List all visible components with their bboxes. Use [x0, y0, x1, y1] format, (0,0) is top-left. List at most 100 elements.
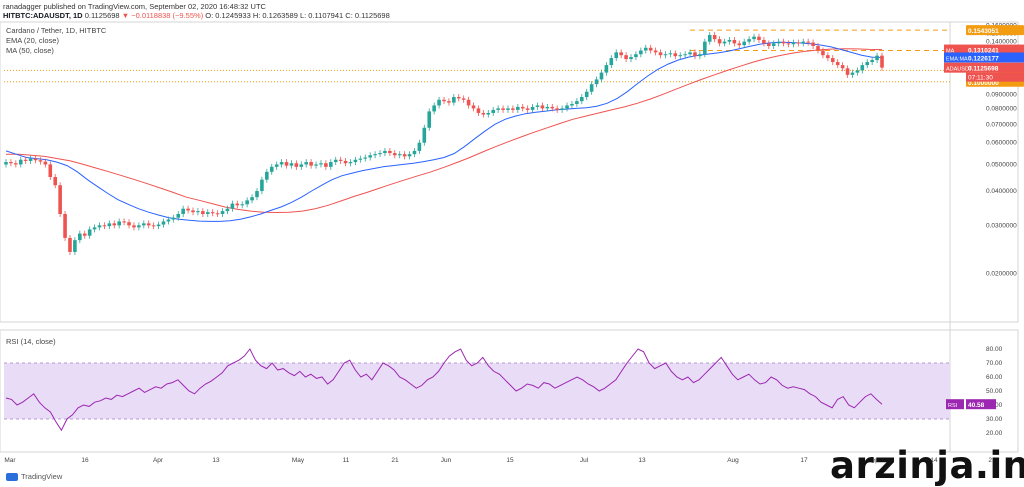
candle-body [18, 159, 23, 165]
candle-body [511, 108, 515, 110]
candle-body [791, 42, 796, 45]
candle-body [343, 160, 348, 164]
candle-body [117, 221, 121, 226]
ema-legend[interactable]: EMA (20, close) [6, 36, 59, 45]
rsi-value-label: 40.58 [968, 402, 985, 409]
candle-body [639, 50, 643, 55]
x-tick-label: 16 [81, 457, 89, 464]
candle-body [309, 162, 313, 166]
candle-body [102, 225, 107, 227]
candle-body [166, 219, 171, 222]
candle-body [137, 225, 141, 228]
candle-body [230, 203, 235, 209]
candle-body [752, 36, 756, 40]
candle-body [466, 99, 471, 106]
ma-legend[interactable]: MA (50, close) [6, 46, 54, 55]
candle-body [609, 58, 614, 66]
candle-body [68, 237, 72, 252]
rsi-tick-label: 70.00 [986, 360, 1003, 367]
ohlc-values: O: 0.1245933 H: 0.1263589 L: 0.1107941 C… [205, 11, 390, 20]
chart-legend-title[interactable]: Cardano / Tether, 1D, HITBTC [6, 26, 107, 35]
candle-body [683, 54, 687, 56]
x-tick-label: 11 [343, 457, 350, 464]
candle-body [565, 105, 569, 109]
symbol-name[interactable]: HITBTC:ADAUSDT, 1D [3, 11, 83, 20]
candle-body [38, 160, 43, 162]
last-price: 0.1125698 [84, 11, 120, 20]
candle-body [658, 52, 663, 56]
candle-body [880, 55, 884, 68]
rsi-legend[interactable]: RSI (14, close) [6, 337, 56, 346]
candle-body [806, 41, 810, 43]
candle-body [786, 43, 791, 45]
candle-body [594, 79, 599, 85]
rsi-band [4, 363, 950, 419]
countdown-value: 07:11:30 [968, 75, 993, 82]
candle-body [289, 163, 294, 166]
candle-body [235, 203, 240, 206]
candle-body [329, 162, 333, 167]
candle-body [92, 227, 97, 230]
rsi-tick-label: 50.00 [986, 388, 1003, 395]
candle-body [279, 162, 284, 165]
candle-body [215, 213, 220, 215]
candle-body [225, 208, 230, 212]
x-tick-label: May [292, 457, 305, 464]
tradingview-footer[interactable]: TradingView [6, 472, 62, 481]
candle-body [698, 54, 702, 57]
x-tick-label: Jul [580, 457, 589, 464]
candle-body [525, 108, 530, 110]
rsi-value-bg [966, 399, 996, 410]
candle-body [63, 213, 67, 238]
candle-body [835, 62, 840, 66]
candle-body [629, 57, 633, 60]
rsi-tick-label: 30.00 [986, 416, 1003, 423]
candle-body [210, 212, 215, 214]
candle-body [358, 158, 363, 160]
candle-body [776, 41, 781, 44]
candle-body [762, 39, 766, 44]
candle-body [678, 55, 683, 57]
candle-body [717, 39, 722, 44]
candle-body [132, 225, 136, 228]
candle-body [82, 233, 87, 236]
level-price-label: 0.1000000 [968, 80, 999, 87]
candle-body [619, 52, 623, 56]
candle-body [250, 197, 254, 201]
candle-body [28, 158, 33, 161]
level-price-label: 0.1543051 [968, 28, 999, 35]
candle-body [176, 213, 181, 218]
countdown-bg [966, 72, 1024, 82]
price-tick-label: 0.0600000 [986, 140, 1017, 147]
candle-body [402, 154, 407, 157]
candle-body [540, 105, 545, 109]
tradingview-brand: TradingView [21, 472, 63, 481]
x-tick-label: Aug [727, 457, 739, 464]
candle-body [830, 58, 835, 63]
candle-body [860, 65, 865, 71]
candle-body [53, 177, 58, 186]
candle-body [584, 91, 589, 98]
candle-body [205, 212, 210, 214]
candle-body [481, 112, 486, 115]
x-tick-label: 21 [391, 457, 399, 464]
candle-body [392, 153, 397, 156]
candle-body [447, 101, 451, 103]
candle-body [737, 43, 742, 46]
candle-body [545, 106, 550, 109]
candle-body [73, 240, 77, 252]
x-tick-label: 14 [930, 457, 938, 464]
candle-body [811, 42, 815, 47]
candle-body [875, 55, 879, 61]
candle-body [579, 97, 584, 102]
candle-body [294, 163, 299, 167]
price-label-bg [966, 44, 1024, 55]
candle-body [732, 39, 737, 44]
candle-body [560, 108, 564, 110]
candle-body [516, 106, 520, 110]
candle-body [417, 142, 422, 151]
candle-body [634, 54, 638, 58]
candle-body [801, 41, 806, 44]
candle-body [33, 158, 38, 161]
